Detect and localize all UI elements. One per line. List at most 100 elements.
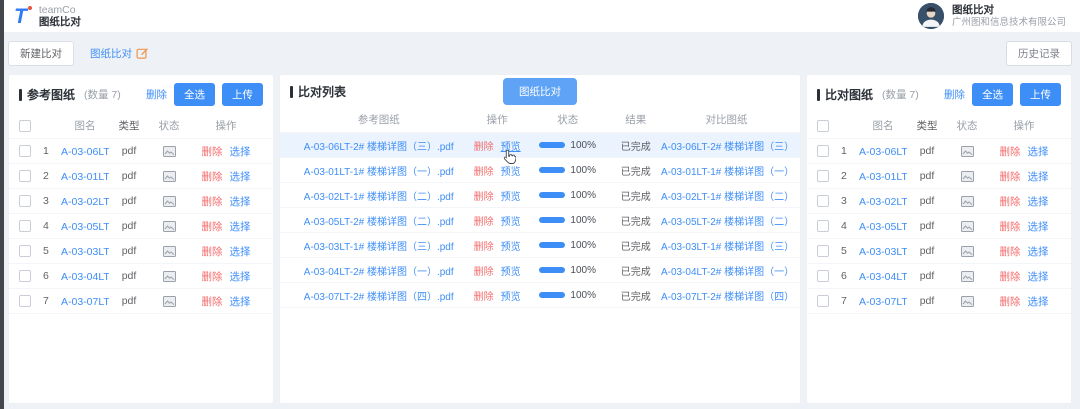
drawing-name-link[interactable]: A-03-05LT-2# 楼梯详...: [61, 220, 109, 233]
drawing-name-link[interactable]: A-03-06LT-2# 楼梯详...: [61, 145, 109, 158]
reference-select-all-button[interactable]: 全选: [174, 83, 215, 106]
row-select-button[interactable]: 选择: [229, 195, 251, 208]
row-checkbox[interactable]: [817, 245, 829, 257]
drawing-name-link[interactable]: A-03-04LT-2# 楼梯详...: [61, 270, 109, 283]
reference-drawing-link[interactable]: A-03-03LT-1# 楼梯详图（三）.pdf: [303, 241, 454, 253]
user-box[interactable]: 图纸比对 广州图和信息技术有限公司: [917, 3, 1066, 29]
drawing-name-link[interactable]: A-03-03LT-1# 楼梯详...: [61, 245, 109, 258]
target-drawing-link[interactable]: A-03-03LT-1# 楼梯详图（三）.pdf: [660, 241, 792, 253]
row-delete-button[interactable]: 删除: [473, 266, 494, 278]
row-delete-button[interactable]: 删除: [473, 241, 494, 253]
row-checkbox[interactable]: [19, 245, 31, 257]
reference-drawing-link[interactable]: A-03-05LT-2# 楼梯详图（二）.pdf: [303, 216, 454, 228]
row-delete-button[interactable]: 删除: [201, 170, 223, 183]
row-select-button[interactable]: 选择: [1027, 295, 1049, 308]
row-delete-button[interactable]: 删除: [201, 145, 223, 158]
avatar[interactable]: [917, 3, 944, 29]
row-checkbox[interactable]: [19, 270, 31, 282]
row-delete-button[interactable]: 删除: [201, 245, 223, 258]
row-delete-button[interactable]: 删除: [999, 245, 1021, 258]
row-checkbox[interactable]: [19, 295, 31, 307]
reference-drawing-link[interactable]: A-03-04LT-2# 楼梯详图（一）.pdf: [303, 266, 454, 278]
target-delete-button[interactable]: 删除: [944, 89, 965, 101]
target-drawing-link[interactable]: A-03-05LT-2# 楼梯详图（二）.pdf: [660, 216, 792, 228]
row-select-button[interactable]: 选择: [1027, 270, 1049, 283]
row-delete-button[interactable]: 删除: [999, 295, 1021, 308]
reference-drawing-link[interactable]: A-03-06LT-2# 楼梯详图（三）.pdf: [303, 141, 454, 153]
drawing-name-link[interactable]: A-03-02LT-1# 楼梯详...: [859, 195, 907, 208]
drawing-name-link[interactable]: A-03-06LT-2# 楼梯详...: [859, 145, 907, 158]
target-select-all-button[interactable]: 全选: [972, 83, 1013, 106]
target-upload-button[interactable]: 上传: [1020, 83, 1061, 106]
row-preview-button[interactable]: 预览: [500, 216, 521, 228]
col-action: 操作: [486, 114, 508, 126]
row-select-button[interactable]: 选择: [1027, 195, 1049, 208]
row-checkbox[interactable]: [817, 270, 829, 282]
target-drawing-link[interactable]: A-03-02LT-1# 楼梯详图（二）.pdf: [660, 191, 792, 203]
edit-icon[interactable]: [136, 47, 149, 60]
drawing-name-link[interactable]: A-03-01LT-1# 楼梯详...: [61, 170, 109, 183]
select-all-checkbox[interactable]: [19, 119, 31, 132]
row-delete-button[interactable]: 删除: [201, 295, 223, 308]
row-select-button[interactable]: 选择: [229, 170, 251, 183]
row-checkbox[interactable]: [817, 145, 829, 157]
row-preview-button[interactable]: 预览: [500, 241, 521, 253]
row-delete-button[interactable]: 删除: [473, 216, 494, 228]
row-checkbox[interactable]: [19, 170, 31, 182]
row-select-button[interactable]: 选择: [1027, 145, 1049, 158]
drawing-name-link[interactable]: A-03-03LT-1# 楼梯详...: [859, 245, 907, 258]
target-drawing-link[interactable]: A-03-04LT-2# 楼梯详图（一）.pdf: [660, 266, 792, 278]
row-checkbox[interactable]: [19, 145, 31, 157]
row-delete-button[interactable]: 删除: [473, 166, 494, 178]
drawing-name-link[interactable]: A-03-07LT-2# 楼梯详...: [859, 295, 907, 308]
drawing-name-link[interactable]: A-03-04LT-2# 楼梯详...: [859, 270, 907, 283]
reference-drawing-link[interactable]: A-03-07LT-2# 楼梯详图（四）.pdf: [303, 291, 454, 303]
target-drawing-link[interactable]: A-03-07LT-2# 楼梯详图（四）.pdf: [660, 291, 792, 303]
drawing-name-link[interactable]: A-03-01LT-1# 楼梯详...: [859, 170, 907, 183]
row-select-button[interactable]: 选择: [229, 270, 251, 283]
row-preview-button[interactable]: 预览: [500, 291, 521, 303]
target-drawing-link[interactable]: A-03-06LT-2# 楼梯详图（三）.pdf: [660, 141, 792, 153]
row-delete-button[interactable]: 删除: [201, 270, 223, 283]
drawing-name-link[interactable]: A-03-05LT-2# 楼梯详...: [859, 220, 907, 233]
reference-drawing-link[interactable]: A-03-01LT-1# 楼梯详图（一）.pdf: [303, 166, 454, 178]
row-select-button[interactable]: 选择: [1027, 220, 1049, 233]
row-select-button[interactable]: 选择: [1027, 245, 1049, 258]
reference-delete-button[interactable]: 删除: [146, 89, 167, 101]
row-select-button[interactable]: 选择: [229, 295, 251, 308]
row-preview-button[interactable]: 预览: [500, 266, 521, 278]
row-delete-button[interactable]: 删除: [473, 291, 494, 303]
row-checkbox[interactable]: [817, 220, 829, 232]
history-button[interactable]: 历史记录: [1006, 40, 1072, 66]
row-preview-button[interactable]: 预览: [500, 191, 521, 203]
row-delete-button[interactable]: 删除: [999, 270, 1021, 283]
row-checkbox[interactable]: [817, 195, 829, 207]
target-drawing-link[interactable]: A-03-01LT-1# 楼梯详图（一）.pdf: [660, 166, 792, 178]
row-delete-button[interactable]: 删除: [473, 141, 494, 153]
row-select-button[interactable]: 选择: [229, 220, 251, 233]
drawing-name-link[interactable]: A-03-07LT-2# 楼梯详...: [61, 295, 109, 308]
row-delete-button[interactable]: 删除: [999, 220, 1021, 233]
reference-upload-button[interactable]: 上传: [222, 83, 263, 106]
row-select-button[interactable]: 选择: [229, 145, 251, 158]
select-all-checkbox[interactable]: [817, 119, 829, 132]
row-checkbox[interactable]: [817, 170, 829, 182]
row-select-button[interactable]: 选择: [229, 245, 251, 258]
tab-drawing-compare[interactable]: 图纸比对: [90, 46, 149, 61]
row-checkbox[interactable]: [817, 295, 829, 307]
row-checkbox[interactable]: [19, 195, 31, 207]
row-select-button[interactable]: 选择: [1027, 170, 1049, 183]
row-checkbox[interactable]: [19, 220, 31, 232]
row-delete-button[interactable]: 删除: [473, 191, 494, 203]
row-delete-button[interactable]: 删除: [999, 145, 1021, 158]
row-preview-button[interactable]: 预览: [500, 166, 521, 178]
drawing-name-link[interactable]: A-03-02LT-1# 楼梯详...: [61, 195, 109, 208]
row-delete-button[interactable]: 删除: [999, 195, 1021, 208]
row-delete-button[interactable]: 删除: [999, 170, 1021, 183]
reference-drawing-link[interactable]: A-03-02LT-1# 楼梯详图（二）.pdf: [303, 191, 454, 203]
start-compare-button[interactable]: 图纸比对: [503, 78, 577, 105]
row-delete-button[interactable]: 删除: [201, 195, 223, 208]
tab-new-compare[interactable]: 新建比对: [8, 40, 74, 66]
row-preview-button[interactable]: 预览: [500, 141, 521, 153]
row-delete-button[interactable]: 删除: [201, 220, 223, 233]
